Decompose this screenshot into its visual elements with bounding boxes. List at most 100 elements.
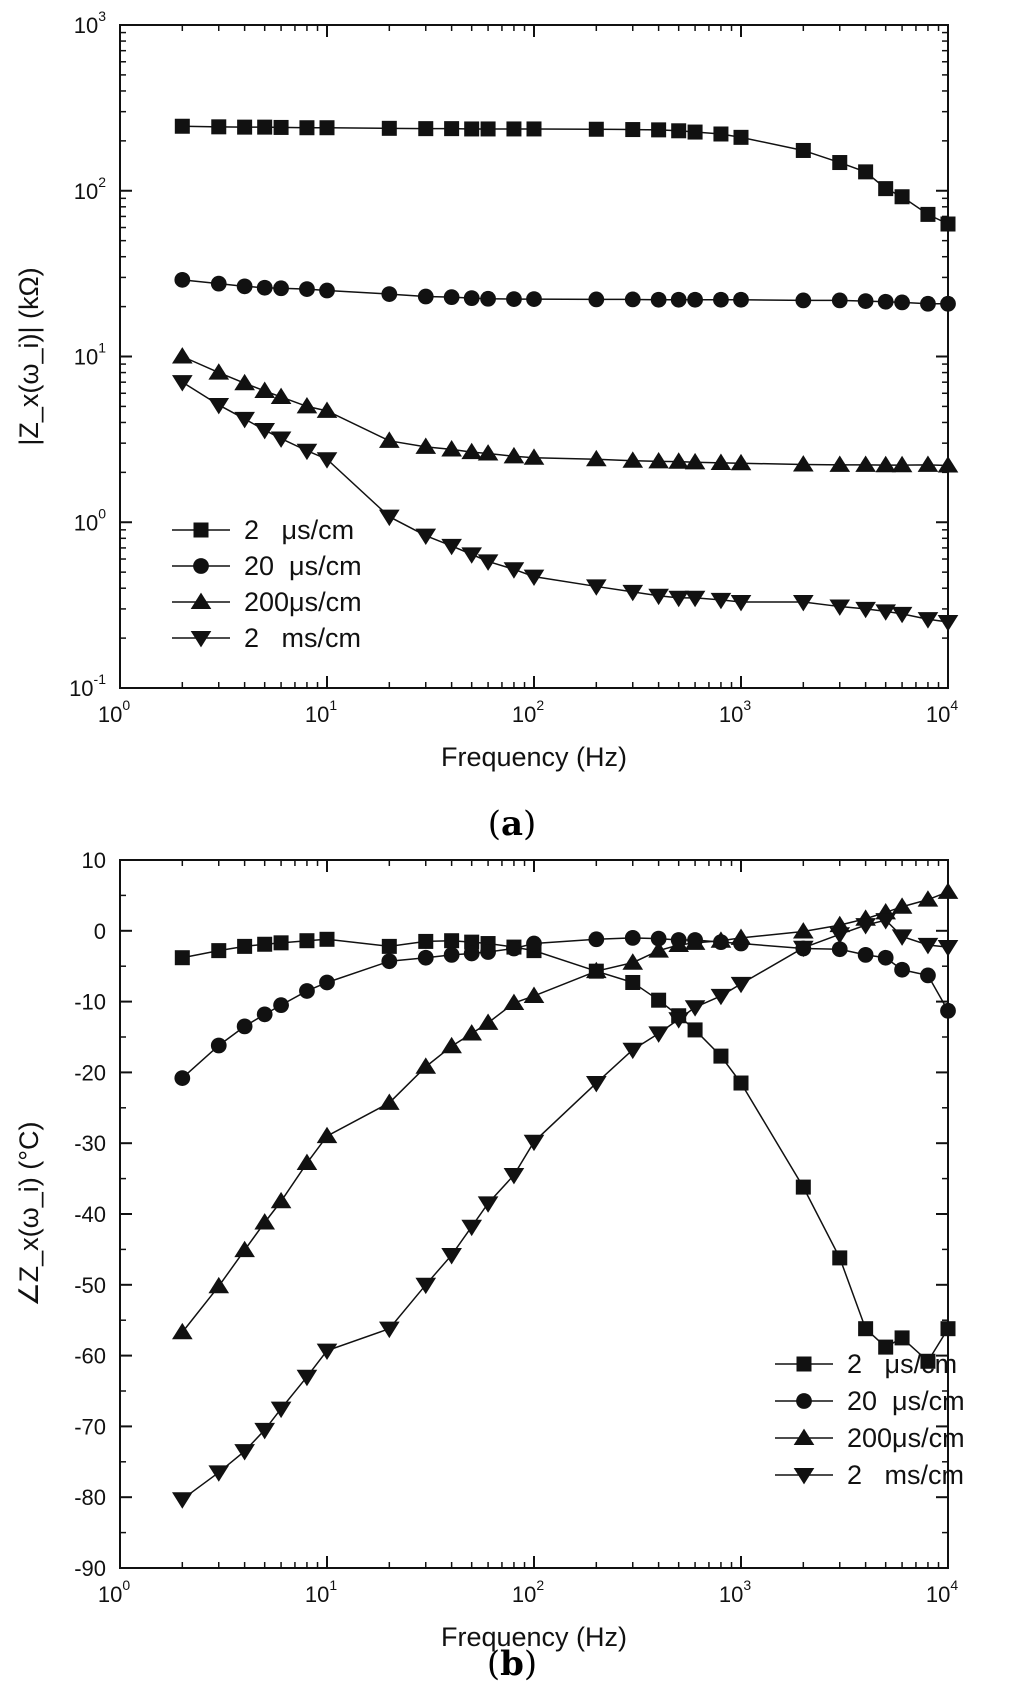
data-point [464,934,480,950]
data-point [415,1277,437,1295]
data-point [256,279,273,296]
data-point [316,401,338,418]
data-point [237,938,253,954]
data-point [651,122,667,138]
data-point [855,455,876,472]
data-point [319,120,335,136]
y-tick-base: 10 [69,676,93,701]
data-point [831,292,848,309]
panel-label: (b) [487,1644,537,1684]
series-line [181,937,949,1079]
data-point [234,373,255,391]
y-tick-label: 0 [94,919,106,944]
y-tick-label: -60 [74,1344,106,1369]
data-point [523,569,545,586]
data-point [273,935,289,951]
data-point [270,387,292,404]
data-point [586,1075,607,1093]
x-tick-exp: 1 [329,697,337,713]
data-point [299,120,315,136]
data-point [668,590,689,608]
data-point [793,940,814,958]
panel-label-open: ( [488,804,501,844]
data-point [684,590,706,608]
data-point [920,295,936,312]
data-point [211,943,227,959]
data-point [316,1126,338,1144]
data-point [444,933,460,949]
data-point [273,280,289,297]
data-point [526,121,542,137]
series-line [181,891,949,1333]
data-point [940,1321,956,1337]
y-tick-label: -20 [74,1060,106,1085]
data-point [625,974,641,990]
data-point [172,1492,193,1509]
data-point [733,1075,749,1091]
data-point [875,913,896,930]
data-point [733,129,749,145]
x-tick-base: 10 [98,702,122,727]
data-point [687,291,703,308]
data-point [858,164,874,180]
data-point [319,931,335,947]
data-point [210,275,227,292]
data-point [829,455,851,472]
x-tick-label: 100 [98,1577,130,1607]
data-point [687,124,703,140]
x-tick-exp: 2 [536,697,544,713]
data-point [894,189,910,205]
legend-marker [793,1428,815,1446]
legend-label: 2 ms/cm [847,1460,964,1490]
data-point [381,953,398,970]
legend-marker [193,558,209,574]
data-point [441,1036,462,1054]
data-point [795,1179,811,1195]
series-2 [172,347,959,473]
data-point [273,997,289,1014]
data-point [622,1042,644,1060]
data-point [710,592,732,610]
x-tick-base: 10 [305,702,329,727]
data-point [650,291,667,308]
data-point [415,528,437,546]
data-point [855,918,876,935]
data-point [316,452,338,469]
data-point [586,961,607,979]
data-point [441,440,462,457]
data-point [381,120,397,136]
data-point [648,941,669,958]
data-point [172,1322,193,1340]
y-tick-base: 10 [74,179,98,204]
y-tick-base: 10 [74,345,98,370]
series-line [181,919,949,1500]
data-point [940,295,956,312]
data-point [940,1002,956,1019]
data-point [316,1343,338,1361]
data-point [878,1339,894,1355]
data-point [917,612,939,629]
data-point [477,1196,499,1213]
data-point [793,922,814,939]
data-point [917,455,939,472]
data-point [710,988,732,1006]
data-point [234,411,255,429]
data-point [857,293,874,309]
data-point [417,949,434,966]
series-line [182,279,948,305]
series-line [182,355,949,467]
data-point [503,562,525,579]
data-point [254,381,275,398]
y-tick-base: 10 [74,13,98,38]
x-tick-base: 10 [98,1582,122,1607]
data-point [506,121,522,137]
data-point [625,122,641,138]
data-point [920,206,936,222]
legend-label: 2 ms/cm [244,623,361,653]
data-point [622,584,644,602]
data-point [894,1330,910,1346]
legend-marker [190,630,212,648]
y-tick-label: -90 [74,1556,106,1581]
series-2 [172,882,959,1340]
data-point [624,291,641,308]
